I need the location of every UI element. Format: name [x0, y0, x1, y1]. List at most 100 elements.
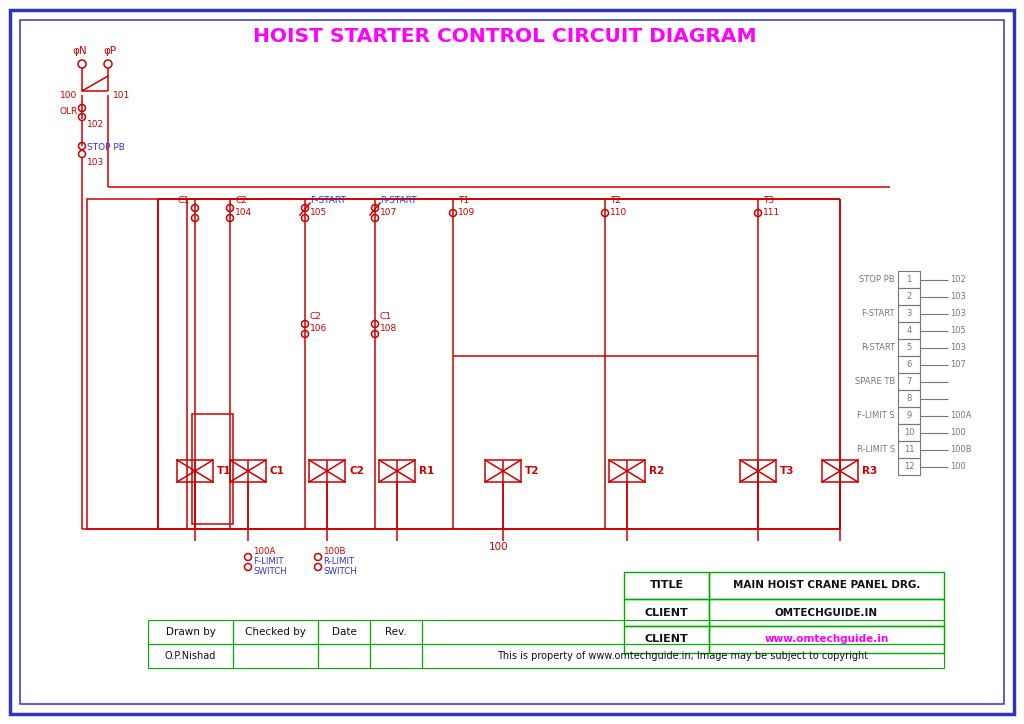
Bar: [898, 373, 920, 390]
Bar: [709, 572, 944, 599]
Text: 103: 103: [87, 158, 104, 167]
Bar: [485, 460, 521, 482]
Text: C1: C1: [270, 466, 285, 476]
Text: 2: 2: [906, 292, 911, 301]
Text: 105: 105: [950, 326, 966, 335]
Bar: [177, 460, 213, 482]
Text: T3: T3: [780, 466, 795, 476]
Text: 108: 108: [380, 324, 397, 333]
Bar: [624, 572, 709, 599]
Bar: [898, 441, 920, 458]
Text: φP: φP: [103, 46, 117, 56]
Text: C1: C1: [380, 312, 392, 321]
Text: 105: 105: [310, 208, 328, 217]
Text: 12: 12: [904, 462, 914, 471]
Text: T1: T1: [217, 466, 231, 476]
Text: 107: 107: [950, 360, 966, 369]
Text: F-START: F-START: [861, 309, 895, 318]
Text: R-START: R-START: [380, 196, 417, 205]
Text: SWITCH: SWITCH: [323, 568, 356, 576]
Text: 102: 102: [950, 275, 966, 284]
Text: 103: 103: [950, 309, 966, 318]
Text: 10: 10: [904, 428, 914, 437]
Bar: [898, 424, 920, 441]
Bar: [233, 644, 318, 668]
Text: This is property of www.omtechguide.in, Image may be subject to copyright: This is property of www.omtechguide.in, …: [498, 651, 868, 661]
Bar: [230, 460, 266, 482]
Bar: [898, 407, 920, 424]
Bar: [822, 460, 858, 482]
Text: 100A: 100A: [253, 547, 275, 555]
Text: 101: 101: [113, 91, 130, 101]
Text: HOIST STARTER CONTROL CIRCUIT DIAGRAM: HOIST STARTER CONTROL CIRCUIT DIAGRAM: [253, 28, 757, 46]
Bar: [624, 599, 709, 626]
Text: 107: 107: [380, 208, 397, 217]
Text: C2: C2: [349, 466, 364, 476]
Text: STOP PB: STOP PB: [87, 143, 125, 153]
Text: 103: 103: [950, 343, 966, 352]
Text: CLIENT: CLIENT: [645, 634, 688, 644]
Text: C2: C2: [310, 312, 322, 321]
Text: 100: 100: [950, 462, 966, 471]
Text: Date: Date: [332, 627, 356, 637]
Text: 8: 8: [906, 394, 911, 403]
Text: STOP PB: STOP PB: [859, 275, 895, 284]
Text: R-LIMIT S: R-LIMIT S: [857, 445, 895, 454]
Bar: [370, 644, 422, 668]
Text: 5: 5: [906, 343, 911, 352]
Text: 100A: 100A: [950, 411, 972, 420]
Text: www.omtechguide.in: www.omtechguide.in: [764, 634, 889, 644]
Text: 4: 4: [906, 326, 911, 335]
Text: T2: T2: [610, 196, 621, 205]
Bar: [233, 620, 318, 644]
Text: Drawn by: Drawn by: [166, 627, 215, 637]
Text: O.P.Nishad: O.P.Nishad: [165, 651, 216, 661]
Text: 100: 100: [950, 428, 966, 437]
Text: R3: R3: [862, 466, 878, 476]
Bar: [370, 620, 422, 644]
Text: OLR: OLR: [59, 106, 78, 116]
Text: 100: 100: [489, 542, 509, 552]
Text: 7: 7: [906, 377, 911, 386]
Text: T1: T1: [458, 196, 469, 205]
Text: Checked by: Checked by: [245, 627, 306, 637]
Text: F-LIMIT: F-LIMIT: [253, 557, 284, 566]
Text: T2: T2: [525, 466, 540, 476]
Text: Rev.: Rev.: [385, 627, 407, 637]
Bar: [898, 322, 920, 339]
Text: SPARE TB: SPARE TB: [855, 377, 895, 386]
Bar: [148, 620, 233, 644]
Text: 100B: 100B: [950, 445, 972, 454]
Bar: [740, 460, 776, 482]
Text: OMTECHGUIDE.IN: OMTECHGUIDE.IN: [775, 607, 878, 618]
Bar: [609, 460, 645, 482]
Text: 110: 110: [610, 208, 628, 217]
Text: F-START: F-START: [310, 196, 346, 205]
Text: φN: φN: [73, 46, 87, 56]
Bar: [898, 339, 920, 356]
Text: 109: 109: [458, 208, 475, 217]
Text: T3: T3: [763, 196, 774, 205]
Bar: [898, 390, 920, 407]
Text: 100: 100: [59, 91, 77, 101]
Bar: [709, 626, 944, 653]
Text: TITLE: TITLE: [649, 581, 684, 591]
Text: 103: 103: [950, 292, 966, 301]
Bar: [193, 414, 233, 524]
Text: SWITCH: SWITCH: [253, 568, 287, 576]
Text: R2: R2: [649, 466, 665, 476]
Text: R-LIMIT: R-LIMIT: [323, 557, 354, 566]
Bar: [624, 626, 709, 653]
Bar: [148, 644, 233, 668]
Bar: [898, 271, 920, 288]
Bar: [318, 644, 370, 668]
Text: 102: 102: [87, 120, 104, 129]
Bar: [898, 288, 920, 305]
Text: 6: 6: [906, 360, 911, 369]
Text: R1: R1: [419, 466, 434, 476]
Text: 100B: 100B: [323, 547, 345, 555]
Text: MAIN HOIST CRANE PANEL DRG.: MAIN HOIST CRANE PANEL DRG.: [733, 581, 921, 591]
Bar: [898, 356, 920, 373]
Bar: [422, 644, 944, 668]
Text: C1: C1: [177, 196, 189, 205]
